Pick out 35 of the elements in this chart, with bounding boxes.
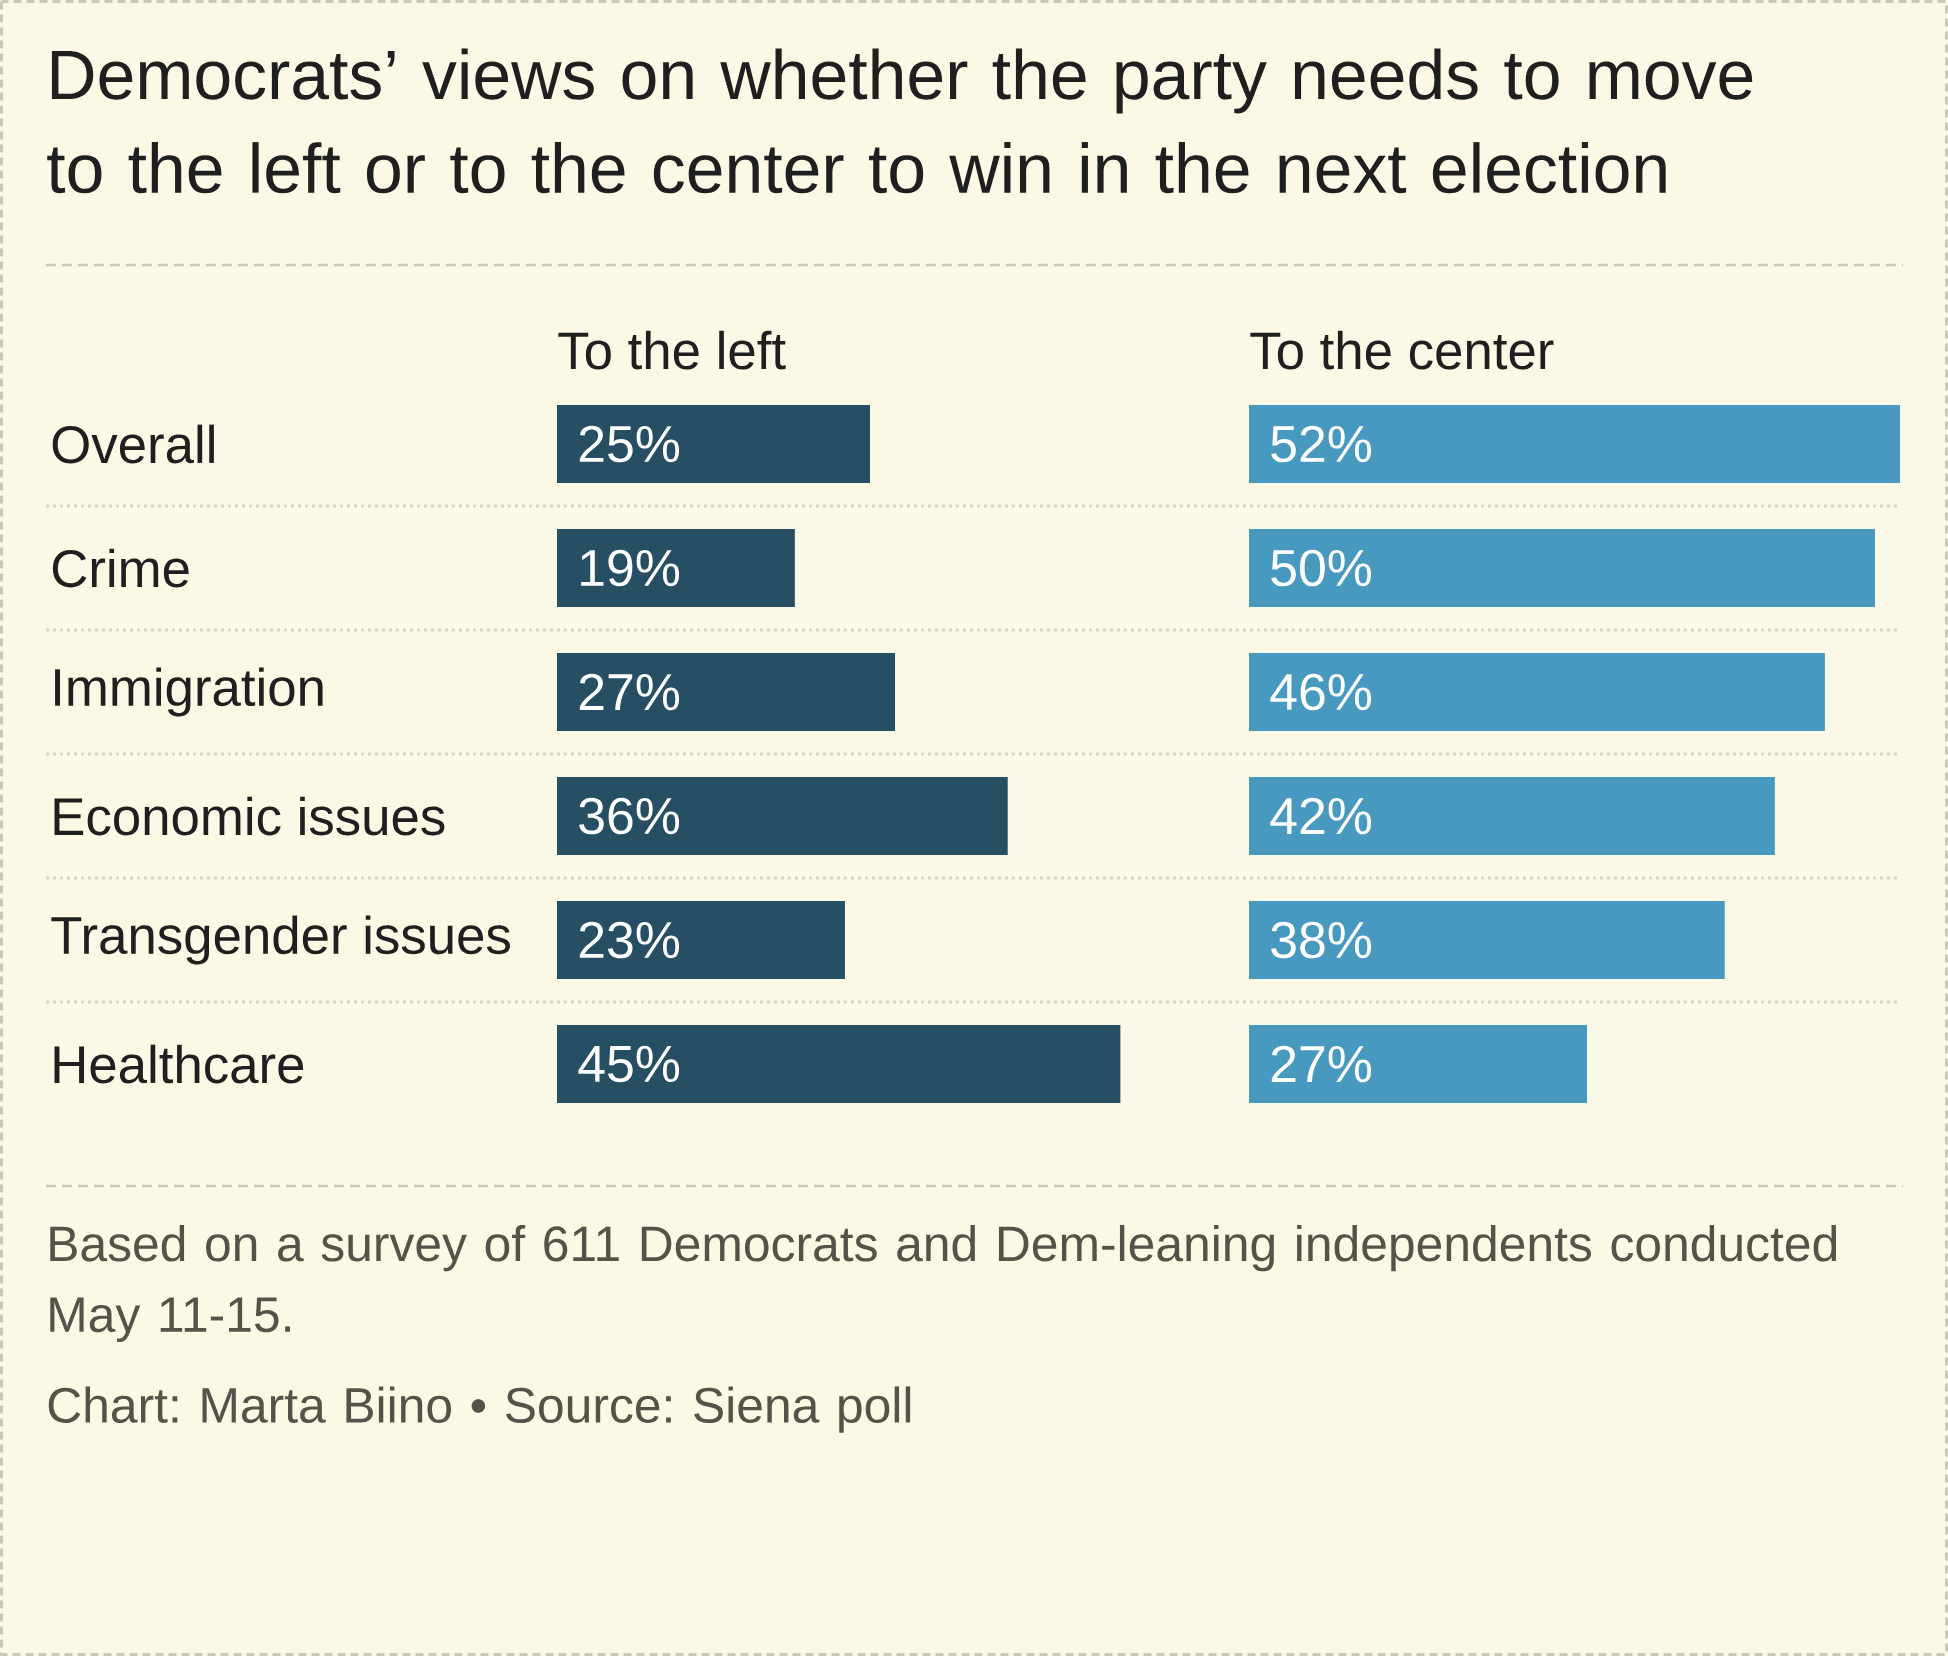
series-label: To the center — [1250, 330, 1554, 370]
y-tick-label: Immigration — [55, 667, 323, 717]
bar — [557, 1025, 1121, 1104]
data-label: 23% — [579, 921, 680, 959]
data-label: 27% — [579, 673, 680, 711]
text: Based on a survey of 611 Democrats and Dem-leaning independents conducted May 11-15. — [50, 1224, 1837, 1343]
bar — [557, 653, 896, 732]
data-label: 52% — [1271, 425, 1372, 463]
data-label: 42% — [1270, 797, 1372, 835]
bar — [557, 529, 795, 608]
y-tick-label: Transgender issues — [51, 915, 510, 965]
data-label: 38% — [1271, 921, 1372, 959]
data-label: 25% — [579, 425, 680, 463]
bar — [1249, 901, 1725, 980]
data-label: 50% — [1271, 549, 1372, 587]
data-label: 45% — [578, 1045, 680, 1083]
y-tick-label: Crime — [52, 548, 189, 588]
y-tick-label: Healthcare — [54, 1044, 304, 1084]
bar — [1249, 653, 1825, 732]
bar — [1249, 529, 1875, 608]
bar — [557, 405, 870, 484]
bar — [1249, 1025, 1588, 1104]
bar — [1249, 405, 1900, 484]
y-tick-label: Economic issues — [54, 796, 445, 836]
data-label: 46% — [1270, 673, 1372, 711]
data-label: 19% — [581, 549, 680, 587]
bar — [557, 901, 845, 980]
y-tick-label: Overall — [52, 424, 214, 464]
bar — [557, 777, 1008, 856]
series-label: To the left — [558, 330, 786, 370]
chart-title: Democrats’ views on whether the party needs to move to the left or to the center to win in the next election — [47, 48, 1753, 194]
text: Chart: Marta Biino • Source: Siena poll — [48, 1386, 911, 1433]
bar — [1249, 777, 1775, 856]
data-label: 36% — [579, 797, 680, 835]
data-label: 27% — [1271, 1045, 1372, 1083]
